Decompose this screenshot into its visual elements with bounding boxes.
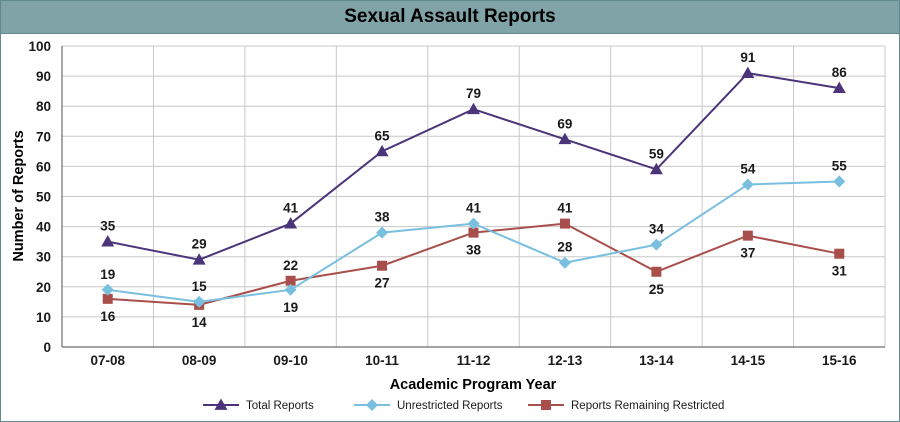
x-tick-label-1: 08-09 xyxy=(182,353,217,368)
y-tick-label-7: 70 xyxy=(36,129,51,144)
series-1-label-2: 19 xyxy=(283,300,298,315)
series-2-label-6: 25 xyxy=(649,282,665,297)
series-1-point-3 xyxy=(376,226,389,239)
series-0-label-1: 29 xyxy=(192,237,207,252)
series-2-point-2 xyxy=(285,275,296,286)
legend-marker-2 xyxy=(541,400,551,410)
series-1-label-1: 15 xyxy=(192,279,208,294)
legend-marker-0 xyxy=(214,398,228,410)
series-0-point-0 xyxy=(101,235,115,247)
series-2-label-1: 14 xyxy=(192,315,208,330)
series-1-point-0 xyxy=(101,283,114,296)
series-0-point-6 xyxy=(649,162,663,175)
series-2-label-7: 37 xyxy=(740,246,755,261)
series-0-point-4 xyxy=(467,102,480,115)
x-tick-label-6: 13-14 xyxy=(639,353,674,368)
legend-marker-1 xyxy=(366,399,378,411)
series-2-point-0 xyxy=(102,293,113,304)
series-1-label-8: 55 xyxy=(832,158,848,173)
series-1-point-6 xyxy=(650,238,663,251)
x-tick-label-5: 12-13 xyxy=(548,353,583,368)
x-tick-label-2: 09-10 xyxy=(273,353,308,368)
series-1-point-8 xyxy=(833,175,846,188)
x-tick-label-0: 07-08 xyxy=(90,353,125,368)
x-tick-label-7: 14-15 xyxy=(731,353,766,368)
legend-label-2: Reports Remaining Restricted xyxy=(571,400,724,412)
y-tick-label-2: 20 xyxy=(36,280,51,295)
series-1-point-4 xyxy=(467,217,480,230)
series-1-label-4: 41 xyxy=(466,201,482,216)
series-1-label-5: 28 xyxy=(557,240,573,255)
series-0-label-4: 79 xyxy=(466,86,481,101)
series-2-label-2: 22 xyxy=(283,258,298,273)
series-1-label-0: 19 xyxy=(100,267,115,282)
series-2-point-5 xyxy=(559,218,570,229)
series-1-label-3: 38 xyxy=(375,210,391,225)
y-tick-label-8: 80 xyxy=(36,99,51,114)
series-2-label-4: 38 xyxy=(466,243,482,258)
y-tick-label-0: 0 xyxy=(43,340,51,355)
series-0-label-0: 35 xyxy=(100,219,116,234)
series-1-label-7: 54 xyxy=(740,161,756,176)
series-0-point-7 xyxy=(741,66,755,78)
legend-label-1: Unrestricted Reports xyxy=(397,400,503,412)
series-0-point-8 xyxy=(832,81,846,94)
series-0-label-6: 59 xyxy=(649,146,664,161)
series-1-point-2 xyxy=(284,283,297,296)
x-axis-title: Academic Program Year xyxy=(390,377,557,393)
data-labels: 35 29 41 65 79 69 59 91 86 19 15 19 38 41 28 34 54 55 16 14… xyxy=(100,50,847,330)
series-2-label-8: 31 xyxy=(832,264,848,279)
series-0-label-5: 69 xyxy=(557,116,572,131)
y-tick-label-1: 10 xyxy=(36,310,51,325)
series-0-point-5 xyxy=(558,132,572,145)
chart-title: Sexual Assault Reports xyxy=(344,6,556,27)
legend-label-0: Total Reports xyxy=(246,400,314,412)
x-tick-label-8: 15-16 xyxy=(822,353,857,368)
series-2-point-3 xyxy=(377,260,388,271)
series-2-point-8 xyxy=(834,248,845,259)
chart-title-bar: Sexual Assault Reports xyxy=(1,1,899,34)
y-axis-ticks: 0 10 20 30 40 50 60 70 80 90 100 xyxy=(28,39,51,355)
series-0-label-7: 91 xyxy=(740,50,756,65)
series-0-point-3 xyxy=(375,144,389,157)
y-tick-label-6: 60 xyxy=(36,159,51,174)
series-group xyxy=(101,66,846,310)
legend: Total Reports Unrestricted Reports Reports… xyxy=(203,398,724,412)
series-0-point-2 xyxy=(284,217,298,229)
y-tick-label-4: 40 xyxy=(36,220,51,235)
series-1-point-5 xyxy=(558,256,571,269)
series-2-point-4 xyxy=(468,227,479,238)
series-2-point-6 xyxy=(651,266,662,277)
x-axis-ticks: 07-08 08-09 09-10 10-11 11-12 12-13 13-14 14-15… xyxy=(90,353,857,368)
series-2-point-7 xyxy=(742,230,753,241)
series-0-point-1 xyxy=(192,253,206,265)
series-2-label-0: 16 xyxy=(100,309,116,324)
series-0-label-8: 86 xyxy=(832,65,848,80)
series-0-label-2: 41 xyxy=(283,201,299,216)
series-1-label-6: 34 xyxy=(649,222,665,237)
y-tick-label-10: 100 xyxy=(28,39,51,54)
x-tick-label-3: 10-11 xyxy=(365,353,399,368)
y-axis-title: Number of Reports xyxy=(11,130,27,261)
y-tick-label-3: 30 xyxy=(36,250,51,265)
series-2-label-5: 41 xyxy=(557,201,573,216)
series-2-label-3: 27 xyxy=(375,276,390,291)
series-0-label-3: 65 xyxy=(375,128,391,143)
series-1-point-7 xyxy=(741,178,754,191)
y-tick-label-5: 50 xyxy=(36,190,51,205)
series-1-point-1 xyxy=(193,295,206,308)
x-tick-label-4: 11-12 xyxy=(457,353,491,368)
y-tick-label-9: 90 xyxy=(36,69,51,84)
